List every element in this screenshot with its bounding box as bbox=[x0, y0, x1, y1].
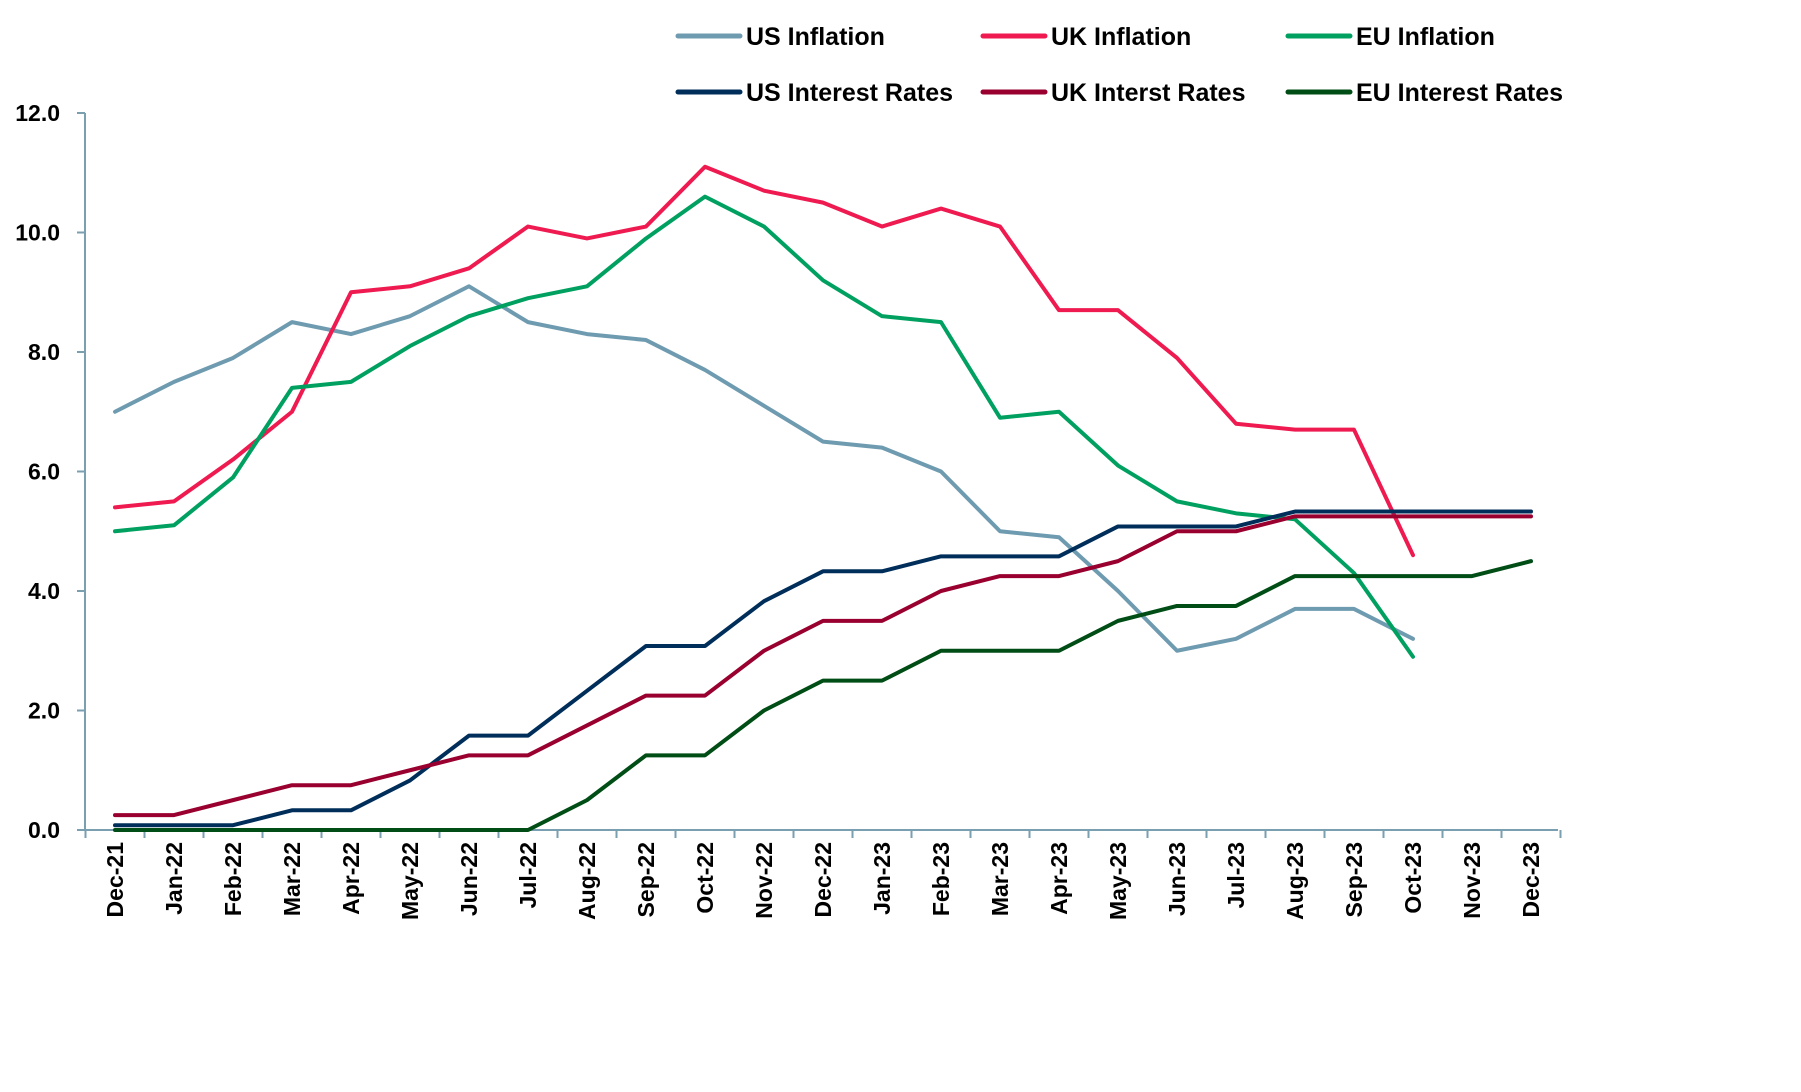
y-tick-label: 4.0 bbox=[28, 578, 60, 604]
x-tick-label: Jul-23 bbox=[1223, 842, 1249, 908]
series-line-uk-inflation bbox=[113, 164, 1415, 558]
x-tick-label: Apr-23 bbox=[1046, 842, 1072, 915]
y-tick-label: 8.0 bbox=[28, 339, 60, 365]
legend-label: UK Inflation bbox=[1051, 23, 1191, 51]
legend-label: UK Interst Rates bbox=[1051, 79, 1246, 107]
x-tick-label: Apr-22 bbox=[338, 842, 364, 915]
x-tick-label: Dec-21 bbox=[102, 842, 128, 918]
y-tick-label: 12.0 bbox=[15, 100, 60, 126]
legend-label: US Inflation bbox=[746, 23, 885, 51]
legend-label: US Interest Rates bbox=[746, 79, 953, 107]
x-tick-label: Jun-22 bbox=[456, 842, 482, 916]
x-tick-label: Nov-23 bbox=[1459, 842, 1485, 919]
series-line-eu-inflation bbox=[113, 194, 1415, 659]
x-tick-label: May-23 bbox=[1105, 842, 1131, 920]
series-line-eu-interest-rates bbox=[113, 559, 1533, 832]
x-tick-label: Dec-23 bbox=[1518, 842, 1544, 917]
x-tick-label: Jan-22 bbox=[161, 842, 187, 915]
y-tick-label: 0.0 bbox=[28, 817, 60, 843]
x-tick-label: Feb-23 bbox=[928, 842, 954, 916]
x-tick-label: May-22 bbox=[397, 842, 423, 920]
x-tick-label: Sep-23 bbox=[1341, 842, 1367, 917]
x-tick-label: Dec-22 bbox=[810, 842, 836, 917]
x-tick-label: Oct-23 bbox=[1400, 842, 1426, 914]
y-tick-label: 10.0 bbox=[15, 220, 60, 246]
series-line-uk-interst-rates bbox=[113, 514, 1533, 818]
x-tick-label: Aug-22 bbox=[574, 842, 600, 920]
x-tick-label: Sep-22 bbox=[633, 842, 659, 917]
series-line-us-inflation bbox=[113, 284, 1415, 653]
x-tick-label: Oct-22 bbox=[692, 842, 718, 914]
legend-label: EU Interest Rates bbox=[1356, 79, 1563, 107]
x-tick-label: Aug-23 bbox=[1282, 842, 1308, 920]
x-tick-label: Jan-23 bbox=[869, 842, 895, 915]
x-tick-label: Jul-22 bbox=[515, 842, 541, 908]
x-tick-label: Nov-22 bbox=[751, 842, 777, 919]
x-tick-label: Mar-23 bbox=[987, 842, 1013, 916]
legend-label: EU Inflation bbox=[1356, 23, 1495, 51]
y-tick-label: 2.0 bbox=[28, 698, 60, 724]
series-line-us-interest-rates bbox=[113, 509, 1533, 828]
y-tick-label: 6.0 bbox=[28, 459, 60, 485]
x-tick-label: Mar-22 bbox=[279, 842, 305, 916]
x-tick-label: Jun-23 bbox=[1164, 842, 1190, 916]
x-tick-label: Feb-22 bbox=[220, 842, 246, 916]
